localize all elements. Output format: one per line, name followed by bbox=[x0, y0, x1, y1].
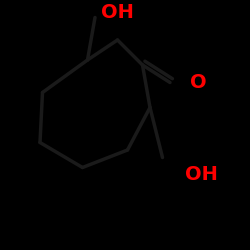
Text: OH: OH bbox=[185, 166, 218, 184]
Text: O: O bbox=[190, 73, 206, 92]
Text: OH: OH bbox=[101, 4, 134, 22]
